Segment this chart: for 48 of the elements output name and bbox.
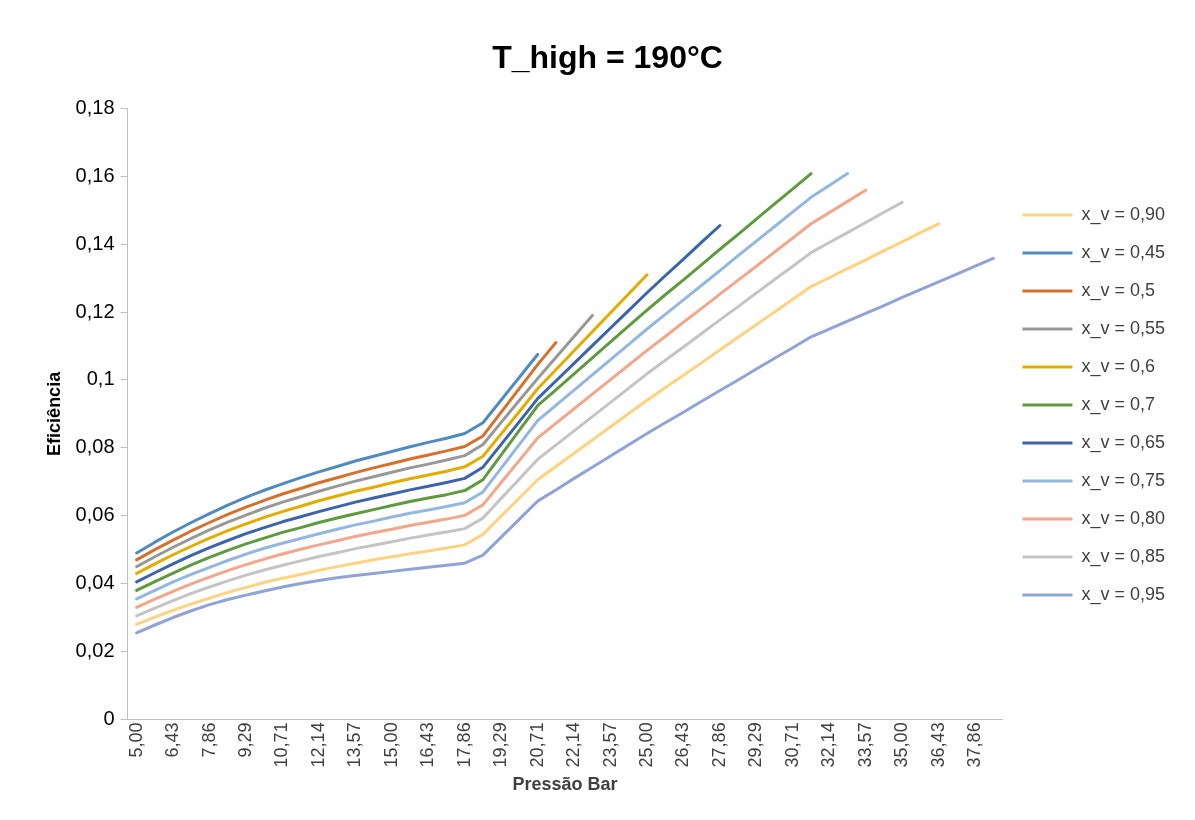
x-tick-label: 22,14 [563, 722, 584, 768]
x-tick-label: 10,71 [271, 722, 292, 768]
legend-label: x_v = 0,90 [1081, 203, 1165, 225]
x-tick-label: 13,57 [344, 722, 365, 768]
y-tick-label: 0,18 [75, 95, 115, 118]
y-tick-label: 0,16 [75, 163, 115, 186]
y-tick-label: 0,04 [75, 571, 115, 594]
y-axis-title: Eficiência [43, 370, 64, 456]
y-tick-label: 0,12 [75, 299, 115, 322]
legend-label: x_v = 0,55 [1081, 317, 1165, 339]
y-tick-label: 0,06 [75, 503, 115, 526]
x-tick-label: 32,14 [818, 722, 839, 768]
x-tick-label: 25,00 [635, 722, 656, 768]
y-tick-label: 0,1 [86, 367, 115, 390]
x-tick-label: 19,29 [490, 722, 511, 768]
y-tick-label: 0,14 [75, 231, 115, 254]
x-tick-label: 37,86 [964, 722, 985, 768]
x-tick-label: 26,43 [672, 722, 693, 768]
x-tick-label: 7,86 [198, 722, 219, 758]
legend-label: x_v = 0,95 [1081, 583, 1165, 605]
x-tick-label: 33,57 [854, 722, 875, 768]
y-tick-label: 0,08 [75, 435, 115, 458]
x-tick-label: 36,43 [927, 722, 948, 768]
x-tick-label: 35,00 [891, 722, 912, 768]
x-tick-label: 17,86 [453, 722, 474, 768]
x-tick-label: 5,00 [125, 722, 146, 758]
legend-label: x_v = 0,85 [1081, 545, 1165, 567]
x-tick-label: 30,71 [781, 722, 802, 768]
y-tick-label: 0 [103, 706, 115, 729]
x-tick-label: 20,71 [526, 722, 547, 768]
chart-title: T_high = 190°C [492, 39, 723, 76]
legend-label: x_v = 0,6 [1081, 355, 1155, 377]
x-axis-title: Pressão Bar [512, 774, 618, 795]
x-tick-label: 6,43 [162, 722, 183, 758]
x-tick-label: 29,29 [745, 722, 766, 768]
x-tick-label: 23,57 [599, 722, 620, 768]
x-tick-label: 12,14 [307, 722, 328, 768]
legend-label: x_v = 0,45 [1081, 241, 1165, 263]
x-tick-label: 27,86 [708, 722, 729, 768]
y-tick-label: 0,02 [75, 638, 115, 661]
x-tick-label: 9,29 [234, 722, 255, 758]
legend-label: x_v = 0,80 [1081, 507, 1165, 529]
x-tick-label: 16,43 [417, 722, 438, 768]
x-tick-label: 15,00 [380, 722, 401, 768]
legend-label: x_v = 0,5 [1081, 279, 1155, 301]
legend-label: x_v = 0,7 [1081, 393, 1155, 415]
legend-label: x_v = 0,65 [1081, 431, 1165, 453]
legend-label: x_v = 0,75 [1081, 469, 1165, 491]
